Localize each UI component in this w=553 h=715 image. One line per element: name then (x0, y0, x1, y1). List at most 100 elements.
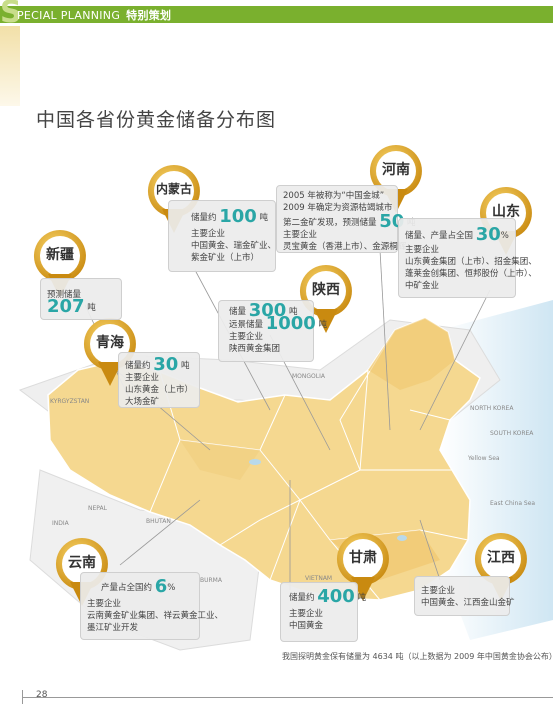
gansu-reserve-unit: 吨 (357, 593, 367, 603)
pin-neimenggu: 内蒙古 (148, 165, 200, 235)
info-box-shandong: 储量、产量占全国 30% 主要企业 山东黄金集团（上市）、招金集团、 蓬莱金创集… (398, 218, 537, 298)
banner-initial: S (0, 0, 22, 30)
shandong-reserve-unit: % (500, 231, 509, 241)
footer-note: 我国探明黄金保有储量为 4634 吨（以上数据为 2009 年中国黄金协会公布） (282, 652, 553, 661)
info-box-henan: 2005 年被称为“中国金城” 2009 年确定为资源枯竭城市 第二金矿发现，预… (276, 185, 416, 253)
neimenggu-reserve-unit: 吨 (259, 213, 269, 223)
henan-companies-title: 主要企业 (283, 230, 318, 240)
info-box-jiangxi: 主要企业 中国黄金、江西金山金矿 (414, 576, 515, 616)
neimenggu-companies-title: 主要企业 (191, 229, 226, 239)
shandong-reserve-prefix: 储量、产量占全国 (405, 231, 474, 241)
pin-qinghai: 青海 (84, 318, 136, 388)
label-india: INDIA (52, 520, 69, 527)
northeast-region (368, 318, 455, 390)
neimenggu-reserve-value: 100 (219, 206, 257, 227)
label-vietnam: VIETNAM (305, 575, 333, 582)
header-banner: S PECIAL PLANNING 特别策划 (0, 0, 553, 30)
pin-label: 云南 (68, 555, 96, 571)
label-east-china-sea: East China Sea (490, 500, 536, 507)
pin-shandong: 山东 (480, 187, 532, 257)
shaanxi-reserve-unit: 吨 (289, 307, 298, 317)
side-decoration (0, 26, 20, 106)
pin-gansu: 甘肃 (337, 533, 389, 603)
pin-xinjiang: 新疆 (34, 230, 86, 300)
yunnan-company-line: 墨江矿业开发 (87, 623, 139, 633)
pin-label: 山东 (492, 204, 520, 220)
pin-henan: 河南 (370, 145, 422, 215)
xinjiang-reserve-value: 207 (47, 296, 85, 317)
xinjiang-reserve-prefix: 预测储量 (47, 290, 82, 300)
label-yellow-sea: Yellow Sea (468, 455, 500, 462)
yunnan-reserve-prefix: 产量占全国约 (101, 583, 153, 593)
info-box-shaanxi: 储量 300 吨 远景储量 1000 吨 主要企业 陕西黄金集团 (218, 300, 327, 362)
series-name: PECIAL PLANNING (17, 9, 121, 22)
qinghai-lake (249, 459, 261, 465)
qinghai-reserve-value: 30 (153, 354, 179, 375)
info-box-neimenggu: 储量约 100 吨 主要企业 中国黄金、瑞金矿业、 紫金矿业（上市） (168, 200, 276, 272)
gansu-company-line: 中国黄金 (289, 621, 324, 631)
shandong-company-line: 中矿金业 (405, 281, 440, 291)
qinghai-company-line: 山东黄金（上市） (125, 385, 194, 395)
page-number: 28 (36, 690, 48, 700)
section-name: 特别策划 (126, 9, 172, 22)
qinghai-reserve-prefix: 储量约 (125, 361, 151, 371)
label-burma: BURMA (200, 577, 222, 584)
pin-jiangxi: 江西 (475, 533, 527, 603)
jiangxi-company-line: 中国黄金、江西金山金矿 (421, 598, 515, 608)
qinghai-companies-title: 主要企业 (125, 373, 160, 383)
shandong-company-line: 山东黄金集团（上市）、招金集团、 (405, 257, 537, 267)
label-mongolia: MONGOLIA (292, 373, 325, 380)
banner-title: PECIAL PLANNING 特别策划 (17, 7, 171, 23)
info-box-xinjiang: 预测储量 207 吨 (40, 278, 122, 320)
shaanxi-companies-title: 主要企业 (229, 332, 264, 342)
info-box-yunnan: 产量占全国约 6% 主要企业 云南黄金矿业集团、祥云黄金工业、 墨江矿业开发 (80, 572, 224, 640)
yunnan-reserve-value: 6 (154, 576, 168, 597)
gansu-reserve-value: 400 (317, 586, 355, 607)
poyang-lake (397, 535, 407, 541)
shaanxi-reserve-value: 300 (248, 300, 287, 321)
info-box-qinghai: 储量约 30 吨 主要企业 山东黄金（上市） 大场金矿 (118, 352, 200, 408)
neimenggu-company-line: 中国黄金、瑞金矿业、 (191, 241, 277, 251)
shaanxi-reserve2-unit: 吨 (318, 320, 328, 330)
yunnan-company-line: 云南黄金矿业集团、祥云黄金工业、 (87, 611, 224, 621)
pin-shaanxi: 陕西 (300, 265, 352, 335)
label-bhutan: BHUTAN (146, 518, 171, 525)
neimenggu-company-line: 紫金矿业（上市） (191, 253, 260, 263)
pin-label: 新疆 (46, 247, 74, 263)
pin-label: 内蒙古 (155, 182, 192, 196)
shaanxi-reserve-prefix: 储量 (229, 307, 247, 317)
henan-reserve-prefix: 第二金矿发现，预测储量 (283, 218, 377, 228)
shaanxi-reserve2-prefix: 远景储量 (229, 320, 264, 330)
label-south-korea: SOUTH KOREA (490, 430, 534, 437)
qinghai-region (180, 440, 260, 480)
henan-company-line: 灵宝黄金（香港上市）、金源桐辉 (283, 242, 407, 252)
neimenggu-reserve-prefix: 储量约 (191, 213, 217, 223)
page-bottom-line (22, 697, 553, 698)
henan-note: 2005 年被称为“中国金城” (283, 191, 385, 201)
qinghai-reserve-unit: 吨 (180, 361, 190, 371)
yunnan-companies-title: 主要企业 (87, 599, 122, 609)
pin-label: 江西 (487, 550, 515, 566)
shaanxi-reserve2-value: 1000 (265, 313, 316, 334)
label-north-korea: NORTH KOREA (470, 405, 514, 412)
page-title: 中国各省份黄金储备分布图 (36, 109, 277, 131)
gansu-reserve-prefix: 储量约 (289, 593, 315, 603)
banner-bar (0, 6, 553, 23)
pin-label: 陕西 (312, 282, 340, 298)
label-kyrgyzstan: KYRGYZSTAN (50, 398, 90, 405)
shandong-reserve-value: 30 (475, 224, 501, 245)
jiangxi-companies-title: 主要企业 (421, 586, 456, 596)
henan-note: 2009 年确定为资源枯竭城市 (283, 203, 393, 213)
xinjiang-reserve-unit: 吨 (87, 303, 96, 313)
shaanxi-company-line: 陕西黄金集团 (229, 344, 281, 354)
label-nepal: NEPAL (88, 505, 107, 512)
shandong-company-line: 蓬莱金创集团、恒邦股份（上市）、 (405, 269, 537, 279)
qinghai-company-line: 大场金矿 (125, 397, 160, 407)
yunnan-reserve-unit: % (167, 583, 176, 593)
pin-label: 甘肃 (349, 550, 377, 566)
gansu-companies-title: 主要企业 (289, 609, 324, 619)
pin-yunnan: 云南 (56, 538, 108, 608)
info-box-gansu: 储量约 400 吨 主要企业 中国黄金 (280, 582, 366, 642)
shandong-companies-title: 主要企业 (405, 245, 440, 255)
pin-label: 河南 (382, 162, 410, 178)
